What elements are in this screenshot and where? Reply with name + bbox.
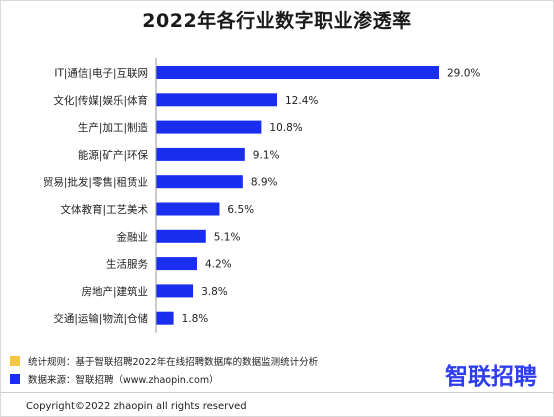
footnote-rule: 统计规则：基于智联招聘2022年在线招聘数据库的数据监测统计分析 xyxy=(10,352,318,370)
category-label: 贸易|批发|零售|租赁业 xyxy=(43,176,148,189)
value-label: 1.8% xyxy=(182,313,209,325)
category-label: 生活服务 xyxy=(106,258,148,271)
footnote-swatch-yellow xyxy=(10,356,20,366)
value-label: 3.8% xyxy=(201,286,228,298)
value-label: 5.1% xyxy=(214,231,241,243)
category-label: 文体教育|工艺美术 xyxy=(60,203,148,216)
bar xyxy=(156,202,220,216)
value-label: 29.0% xyxy=(447,68,480,80)
value-label: 12.4% xyxy=(285,95,318,107)
zhaopin-logo: 智联招聘 xyxy=(445,364,537,390)
footnote-source-text: 数据来源：智联招聘（www.zhaopin.com） xyxy=(28,375,219,386)
bar xyxy=(156,66,439,79)
category-label: 文化|传媒|娱乐|体育 xyxy=(53,94,148,107)
bar xyxy=(156,175,243,189)
value-label: 8.9% xyxy=(251,177,278,189)
bar xyxy=(156,311,174,325)
footnotes: 统计规则：基于智联招聘2022年在线招聘数据库的数据监测统计分析 数据来源：智联… xyxy=(10,352,318,388)
category-label: 金融业 xyxy=(117,230,149,243)
copyright-text: Copyright©2022 zhaopin all rights reserv… xyxy=(26,401,247,412)
bar xyxy=(156,257,197,271)
footer-divider xyxy=(0,392,554,393)
footnote-rule-text: 统计规则：基于智联招聘2022年在线招聘数据库的数据监测统计分析 xyxy=(28,357,319,368)
footnote-swatch-blue xyxy=(10,374,20,384)
category-label: 能源|矿产|环保 xyxy=(78,148,149,161)
bar xyxy=(156,120,262,134)
value-label: 6.5% xyxy=(227,204,254,216)
chart-title: 2022年各行业数字职业渗透率 xyxy=(142,10,412,32)
footnote-source: 数据来源：智联招聘（www.zhaopin.com） xyxy=(10,370,318,388)
bar xyxy=(156,284,194,298)
value-label: 10.8% xyxy=(269,122,302,134)
category-label: IT|通信|电子|互联网 xyxy=(54,67,148,80)
bar xyxy=(156,229,206,243)
bar xyxy=(156,147,245,161)
category-label: 交通|运输|物流|仓储 xyxy=(53,312,148,325)
category-label: 生产|加工|制造 xyxy=(78,121,149,134)
bar-chart: IT|通信|电子|互联网 29.0% 文化|传媒|娱乐|体育 12.4% 生产|加工|制… xyxy=(43,58,480,333)
bar xyxy=(156,93,278,107)
value-label: 9.1% xyxy=(253,149,280,161)
category-label: 房地产|建筑业 xyxy=(81,285,148,298)
value-label: 4.2% xyxy=(205,259,232,271)
